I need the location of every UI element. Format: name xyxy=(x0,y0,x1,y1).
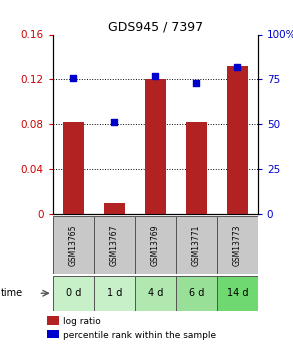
Bar xyxy=(94,276,135,310)
Bar xyxy=(135,276,176,310)
Bar xyxy=(53,216,94,274)
Text: GSM13771: GSM13771 xyxy=(192,224,201,266)
Point xyxy=(194,80,199,86)
Text: 1 d: 1 d xyxy=(107,288,122,298)
Bar xyxy=(227,66,248,214)
Text: GSM13765: GSM13765 xyxy=(69,224,78,266)
Text: 4 d: 4 d xyxy=(148,288,163,298)
Bar xyxy=(135,216,176,274)
Point xyxy=(112,120,117,125)
Point xyxy=(235,64,240,70)
Text: 0 d: 0 d xyxy=(66,288,81,298)
Bar xyxy=(145,79,166,214)
Text: log ratio: log ratio xyxy=(63,317,101,326)
Bar xyxy=(104,203,125,214)
Point xyxy=(71,75,76,80)
Point xyxy=(153,73,158,79)
Bar xyxy=(94,216,135,274)
Bar xyxy=(186,122,207,214)
Bar xyxy=(176,216,217,274)
Text: time: time xyxy=(1,288,23,298)
Text: percentile rank within the sample: percentile rank within the sample xyxy=(63,331,216,340)
Title: GDS945 / 7397: GDS945 / 7397 xyxy=(108,20,203,33)
Bar xyxy=(63,122,84,214)
Text: 14 d: 14 d xyxy=(226,288,248,298)
Text: GSM13769: GSM13769 xyxy=(151,224,160,266)
Bar xyxy=(176,276,217,310)
Bar xyxy=(217,216,258,274)
Bar xyxy=(53,276,94,310)
Text: 6 d: 6 d xyxy=(189,288,204,298)
Text: GSM13767: GSM13767 xyxy=(110,224,119,266)
Bar xyxy=(217,276,258,310)
Text: GSM13773: GSM13773 xyxy=(233,224,242,266)
